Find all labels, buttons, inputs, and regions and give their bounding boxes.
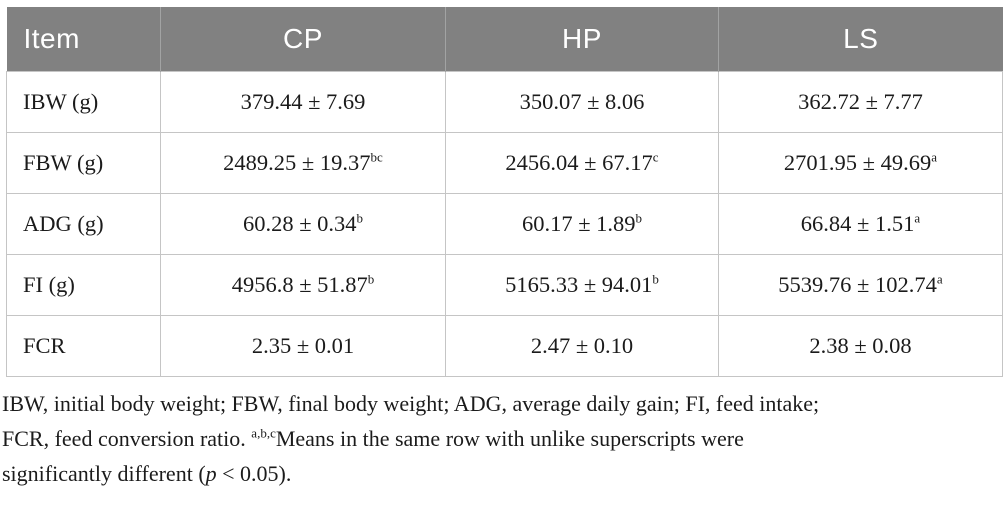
row-label-fi: FI (g)	[6, 253, 161, 316]
cell-value: 2.38 ± 0.08	[809, 332, 912, 358]
table-cell: 350.07 ± 8.06	[445, 70, 719, 133]
table-cell: 2701.95 ± 49.69a	[718, 131, 1003, 194]
row-label-fcr: FCR	[6, 314, 161, 377]
table-row-fi: FI (g) 4956.8 ± 51.87b 5165.33 ± 94.01b …	[6, 253, 1003, 316]
table-cell: 66.84 ± 1.51a	[718, 192, 1003, 255]
table-cell: 379.44 ± 7.69	[160, 70, 446, 133]
column-header-hp: HP	[445, 7, 719, 71]
table-cell: 2456.04 ± 67.17c	[445, 131, 719, 194]
table-cell: 60.28 ± 0.34b	[160, 192, 446, 255]
cell-superscript: b	[367, 271, 375, 286]
table-row-adg: ADG (g) 60.28 ± 0.34b 60.17 ± 1.89b 66.8…	[6, 192, 1003, 255]
cell-value: 4956.8 ± 51.87	[231, 271, 368, 297]
footnote-italic-p: p	[205, 460, 217, 486]
cell-superscript: b	[356, 210, 364, 225]
table-row-fbw: FBW (g) 2489.25 ± 19.37bc 2456.04 ± 67.1…	[6, 131, 1003, 194]
cell-value: 362.72 ± 7.77	[798, 88, 923, 114]
footnote-text: < 0.05).	[216, 460, 292, 486]
cell-superscript: a	[914, 210, 921, 225]
cell-superscript: c	[652, 149, 659, 164]
table-row-ibw: IBW (g) 379.44 ± 7.69 350.07 ± 8.06 362.…	[6, 70, 1003, 133]
table-row-fcr: FCR 2.35 ± 0.01 2.47 ± 0.10 2.38 ± 0.08	[6, 314, 1003, 377]
cell-superscript: a	[931, 149, 938, 164]
table-cell: 2489.25 ± 19.37bc	[160, 131, 446, 194]
cell-value: 2489.25 ± 19.37	[223, 149, 371, 175]
cell-value: 2456.04 ± 67.17	[505, 149, 653, 175]
table-cell: 362.72 ± 7.77	[718, 70, 1003, 133]
cell-value: 60.17 ± 1.89	[521, 210, 636, 236]
table-cell: 2.35 ± 0.01	[160, 314, 446, 377]
footnote-text: IBW, initial body weight; FBW, final bod…	[2, 390, 820, 416]
cell-value: 2701.95 ± 49.69	[783, 149, 932, 175]
cell-superscript: a	[936, 271, 943, 286]
footnote-line-1: IBW, initial body weight; FBW, final bod…	[2, 386, 1005, 421]
footnote-text: Means in the same row with unlike supers…	[275, 425, 744, 451]
row-label-ibw: IBW (g)	[6, 70, 161, 133]
column-header-item: Item	[6, 7, 161, 71]
table-header-row: Item CP HP LS	[6, 7, 1003, 71]
footnote-line-3: significantly different (p < 0.05).	[2, 456, 1005, 491]
cell-value: 2.35 ± 0.01	[251, 332, 355, 358]
cell-value: 60.28 ± 0.34	[242, 210, 357, 236]
table-cell: 60.17 ± 1.89b	[445, 192, 719, 255]
footnote-line-2: FCR, feed conversion ratio. a,b,cMeans i…	[2, 421, 1005, 456]
table-cell: 2.47 ± 0.10	[445, 314, 719, 377]
table-footnote: IBW, initial body weight; FBW, final bod…	[2, 386, 1005, 491]
cell-value: 66.84 ± 1.51	[800, 210, 915, 236]
cell-superscript: b	[635, 210, 643, 225]
cell-value: 5539.76 ± 102.74	[778, 271, 937, 297]
table-cell: 2.38 ± 0.08	[718, 314, 1003, 377]
cell-superscript: bc	[370, 149, 383, 164]
table-cell: 5165.33 ± 94.01b	[445, 253, 719, 316]
growth-performance-table: Item CP HP LS IBW (g) 379.44 ± 7.69 350.…	[6, 7, 1003, 377]
footnote-text: FCR, feed conversion ratio.	[2, 425, 252, 451]
cell-value: 5165.33 ± 94.01	[505, 271, 653, 297]
row-label-fbw: FBW (g)	[6, 131, 161, 194]
footnote-superscript: a,b,c	[251, 425, 276, 441]
table-cell: 4956.8 ± 51.87b	[160, 253, 446, 316]
cell-superscript: b	[652, 271, 659, 286]
cell-value: 2.47 ± 0.10	[530, 332, 634, 358]
footnote-text: significantly different (	[2, 460, 206, 486]
column-header-cp: CP	[160, 7, 446, 71]
column-header-ls: LS	[718, 7, 1003, 71]
row-label-adg: ADG (g)	[6, 192, 161, 255]
cell-value: 350.07 ± 8.06	[519, 88, 645, 114]
cell-value: 379.44 ± 7.69	[240, 88, 366, 114]
table-cell: 5539.76 ± 102.74a	[718, 253, 1003, 316]
